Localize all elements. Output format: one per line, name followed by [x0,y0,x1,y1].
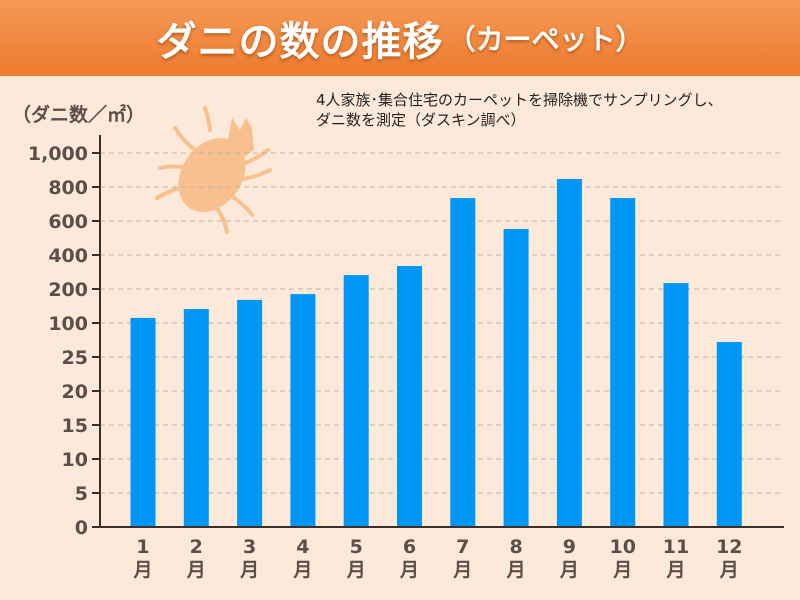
title-banner: ダニの数の推移 （カーペット） [0,0,800,76]
bar-7月 [450,198,476,528]
x-tick-unit: 月 [399,559,419,581]
y-tick-label: 200 [48,279,88,301]
y-tick-label: 1,000 [28,143,88,165]
x-tick-label: 1 [136,536,149,558]
x-tick-unit: 月 [132,559,152,581]
y-tick-label: 0 [75,517,88,539]
bar-8月 [503,228,529,528]
x-tick-unit: 月 [506,559,526,581]
x-tick-unit: 月 [559,559,579,581]
chart-subtitle: （カーペット） [447,23,644,56]
x-tick-unit: 月 [239,559,259,581]
x-tick-unit: 月 [186,559,206,581]
bar-4月 [290,294,316,527]
chart-title: ダニの数の推移 [156,19,444,65]
x-tick-unit: 月 [719,559,739,581]
note-line-2: ダニ数を測定（ダスキン調べ） [316,111,526,129]
bar-1月 [130,317,156,527]
x-tick-label: 2 [190,536,203,558]
y-tick-label: 15 [62,415,88,437]
x-tick-label: 10 [609,536,635,558]
y-tick-label: 400 [48,245,88,267]
chart-note: 4人家族･集合住宅のカーペットを掃除機でサンプリングし、 ダニ数を測定（ダスキン… [316,90,723,130]
y-tick-label: 10 [62,449,88,471]
x-tick-label: 12 [716,536,742,558]
bar-6月 [397,266,422,527]
x-tick-unit: 月 [346,559,366,581]
y-tick-label: 100 [48,313,88,335]
x-tick-label: 11 [663,536,689,558]
y-axis-label: （ダニ数／㎡） [12,104,146,126]
bar-11月 [663,283,689,527]
x-tick-label: 8 [509,536,522,558]
x-tick-label: 5 [350,536,363,558]
x-tick-unit: 月 [452,559,472,581]
x-tick-unit: 月 [665,559,685,581]
bar-9月 [556,179,582,527]
bar-10月 [610,198,636,528]
y-tick-label: 800 [48,177,88,199]
x-tick-label: 7 [456,536,469,558]
mite-icon [155,106,272,234]
y-tick-label: 20 [62,381,88,403]
bar-12月 [716,342,742,527]
y-tick-label: 5 [75,483,88,505]
y-tick-label: 600 [48,211,88,233]
bar-3月 [237,299,263,527]
bar-2月 [183,309,209,527]
x-tick-label: 6 [403,536,416,558]
x-tick-unit: 月 [292,559,312,581]
note-line-1: 4人家族･集合住宅のカーペットを掃除機でサンプリングし、 [316,91,723,109]
x-tick-unit: 月 [612,559,632,581]
x-tick-label: 4 [296,536,309,558]
bar-5月 [343,275,369,527]
y-tick-label: 25 [62,347,88,369]
x-tick-label: 9 [563,536,576,558]
x-tick-label: 3 [243,536,256,558]
